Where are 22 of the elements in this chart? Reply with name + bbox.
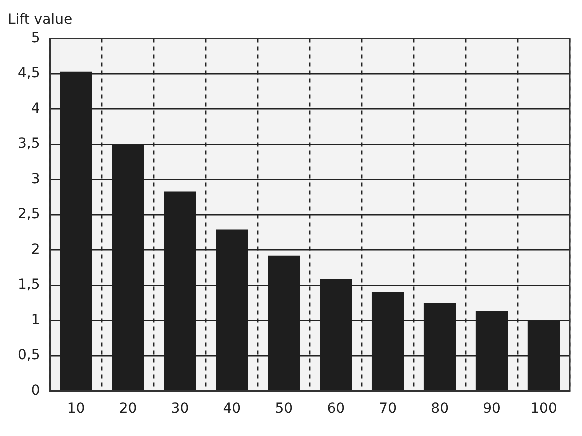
y-tick-label: 4 — [31, 100, 40, 117]
x-tick-label: 80 — [431, 401, 449, 418]
y-tick-label: 4,5 — [18, 66, 40, 82]
y-tick-label: 3,5 — [18, 136, 40, 152]
y-tick-label: 1 — [31, 312, 40, 328]
x-tick-label: 60 — [327, 401, 346, 418]
x-tick-label: 20 — [119, 401, 138, 418]
y-tick-label: 0 — [31, 382, 40, 399]
x-tick-label: 30 — [171, 401, 190, 418]
x-tick-label: 40 — [223, 401, 242, 418]
x-tick-label: 100 — [530, 401, 558, 418]
x-tick-label: 50 — [275, 401, 294, 418]
y-tick-label: 0,5 — [18, 348, 40, 364]
x-tick-label: 70 — [379, 401, 398, 418]
x-tick-label: 90 — [483, 401, 501, 418]
y-tick-label: 1,5 — [18, 277, 40, 294]
y-tick-label: 5 — [31, 30, 40, 46]
y-axis-title: Lift value — [8, 12, 73, 28]
y-tick-label: 3 — [31, 171, 40, 188]
y-tick-label: 2,5 — [18, 206, 40, 223]
y-tick-label: 2 — [31, 242, 40, 258]
x-tick-label: 10 — [67, 401, 86, 418]
